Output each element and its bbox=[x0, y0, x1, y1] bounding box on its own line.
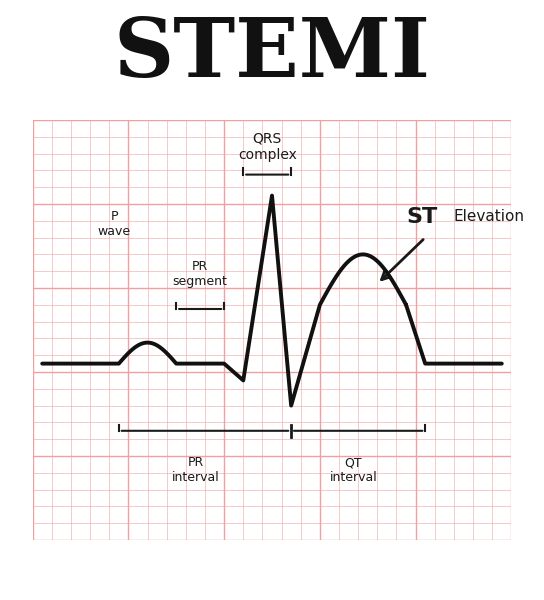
Text: QT
interval: QT interval bbox=[330, 456, 377, 484]
Text: Elevation: Elevation bbox=[454, 209, 525, 224]
Text: P
wave: P wave bbox=[97, 209, 131, 238]
Text: STEMI: STEMI bbox=[114, 14, 430, 94]
Text: PR
interval: PR interval bbox=[171, 456, 219, 484]
Text: PR
segment: PR segment bbox=[173, 260, 227, 288]
Text: QRS
complex: QRS complex bbox=[238, 132, 296, 162]
Text: ST: ST bbox=[406, 206, 437, 227]
